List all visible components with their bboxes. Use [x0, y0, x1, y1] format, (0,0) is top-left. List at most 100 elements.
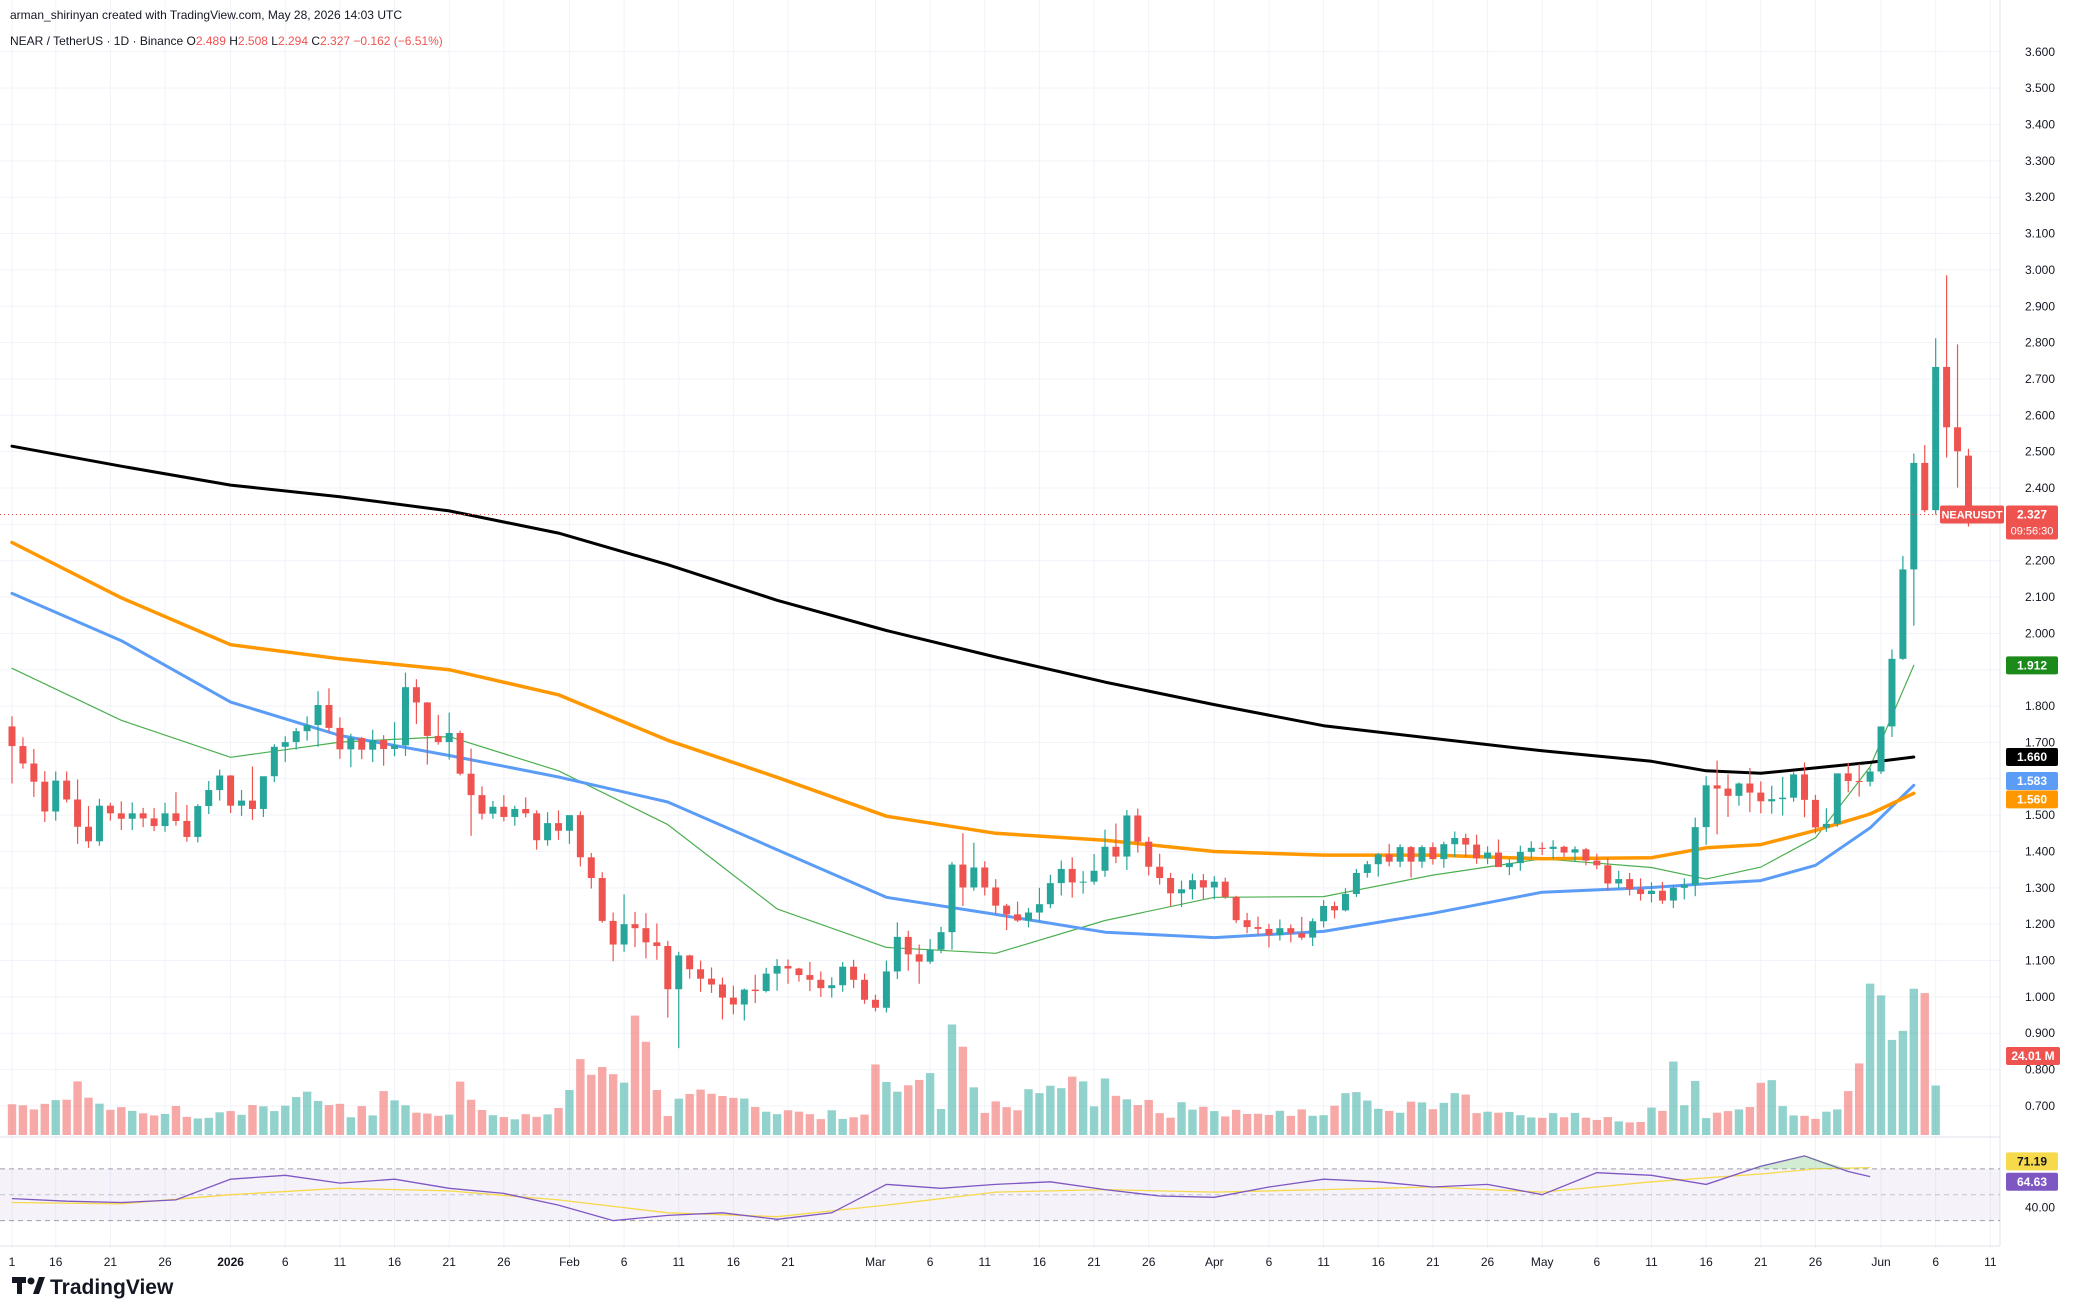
candle-body [1811, 799, 1819, 828]
candle-body [1167, 878, 1175, 894]
time-tick-label: 21 [1087, 1255, 1101, 1269]
time-tick-label: 6 [1266, 1255, 1273, 1269]
volume-bar [1319, 1115, 1328, 1135]
volume-bar [707, 1093, 716, 1135]
time-tick-label: 26 [497, 1255, 511, 1269]
candle-body [95, 805, 103, 842]
volume-bar [685, 1093, 694, 1135]
volume-bar [1068, 1076, 1077, 1135]
volume-bar [1876, 995, 1886, 1135]
volume-bar [302, 1091, 312, 1135]
volume-bar [619, 1082, 629, 1135]
volume-bar [1461, 1094, 1470, 1135]
volume-bar [1155, 1113, 1164, 1135]
volume-bar [7, 1104, 17, 1135]
candle-body [401, 687, 409, 746]
candle-body [74, 799, 82, 827]
candle-body [544, 823, 552, 841]
volume-bar [1111, 1095, 1121, 1135]
time-tick-label: 6 [1594, 1255, 1601, 1269]
ma20-line [11, 664, 1915, 954]
price-tick-label: 2.400 [2025, 481, 2055, 495]
rsi-ma-value-label: 71.19 [2017, 1154, 2047, 1168]
candle-body [412, 687, 420, 703]
candle-body [1680, 884, 1688, 888]
volume-bar [991, 1101, 1000, 1135]
volume-bar [138, 1113, 148, 1135]
volume-bar [84, 1097, 93, 1135]
volume-bar [980, 1112, 989, 1135]
candle-body [1374, 854, 1382, 865]
time-tick-label: 2026 [217, 1255, 244, 1269]
candle-body [981, 867, 989, 888]
candle-body [784, 965, 792, 969]
candle-body [1658, 890, 1666, 901]
volume-bar [1822, 1111, 1831, 1135]
candle-body [1527, 847, 1535, 852]
rsi-value-label-bg [2006, 1172, 2058, 1191]
time-tick-label: 16 [1033, 1255, 1047, 1269]
volume-bar [1691, 1080, 1700, 1135]
candle-body [1221, 881, 1229, 897]
candle-body [1068, 868, 1076, 883]
volume-bar [904, 1085, 913, 1135]
candle-body [1287, 928, 1295, 934]
volume-bar [521, 1114, 530, 1135]
price-tick-label: 1.300 [2025, 881, 2055, 895]
volume-bar [729, 1097, 738, 1135]
volume-bar [772, 1114, 782, 1135]
candle-body [1188, 880, 1196, 890]
volume-bar [1374, 1108, 1383, 1135]
ma50-value-label-bg [2006, 771, 2058, 790]
volume-bar [1450, 1093, 1459, 1135]
volume-bar [1428, 1109, 1438, 1135]
ohlc-value: 2.508 [238, 34, 271, 48]
price-tick-label: 0.800 [2025, 1063, 2055, 1077]
candle-body [970, 867, 978, 888]
time-tick-label: 26 [1809, 1255, 1823, 1269]
candle-body [1593, 860, 1601, 866]
candle-body [1035, 904, 1043, 913]
candle-body [63, 780, 71, 800]
volume-bar [576, 1059, 585, 1135]
candle-body [664, 945, 672, 990]
volume-bar [914, 1079, 924, 1135]
last-price-bg [2006, 505, 2058, 540]
change-value: −0.162 (−6.51%) [353, 34, 442, 48]
candle-body [773, 965, 781, 974]
candle-body [642, 928, 650, 943]
volume-bar [1363, 1100, 1372, 1135]
symbol-name[interactable]: NEAR / TetherUS · 1D · Binance [10, 34, 187, 48]
volume-bar [1625, 1122, 1634, 1135]
volume-bar [379, 1091, 388, 1135]
candle-body [478, 795, 486, 814]
volume-bar [838, 1118, 847, 1135]
ohlc-key: C [311, 34, 320, 48]
rsi-ma-value-label-bg [2006, 1152, 2058, 1171]
candle-body [631, 924, 639, 929]
candle-body [172, 813, 180, 821]
candle-body [106, 805, 114, 814]
volume-bar [1144, 1099, 1153, 1135]
time-tick-label: 6 [621, 1255, 628, 1269]
price-tick-label: 1.800 [2025, 699, 2055, 713]
volume-bar [1002, 1107, 1011, 1135]
candle-body [1571, 849, 1579, 853]
volume-bar [751, 1106, 760, 1135]
volume-bar [1406, 1101, 1416, 1135]
candle-body [1921, 462, 1929, 511]
ohlc-key: O [187, 34, 196, 48]
volume-bar [1669, 1061, 1678, 1135]
volume-bar [237, 1114, 246, 1135]
volume-bar [1024, 1089, 1033, 1135]
ma20-value-label: 1.912 [2017, 658, 2047, 672]
candle-body [281, 742, 289, 747]
time-tick-label: 16 [1372, 1255, 1386, 1269]
candle-body [500, 806, 508, 817]
volume-bar [1778, 1106, 1787, 1135]
price-tick-label: 0.700 [2025, 1099, 2055, 1113]
volume-bar [532, 1116, 541, 1135]
volume-bar [1275, 1110, 1285, 1135]
price-tick-label: 1.400 [2025, 844, 2055, 858]
